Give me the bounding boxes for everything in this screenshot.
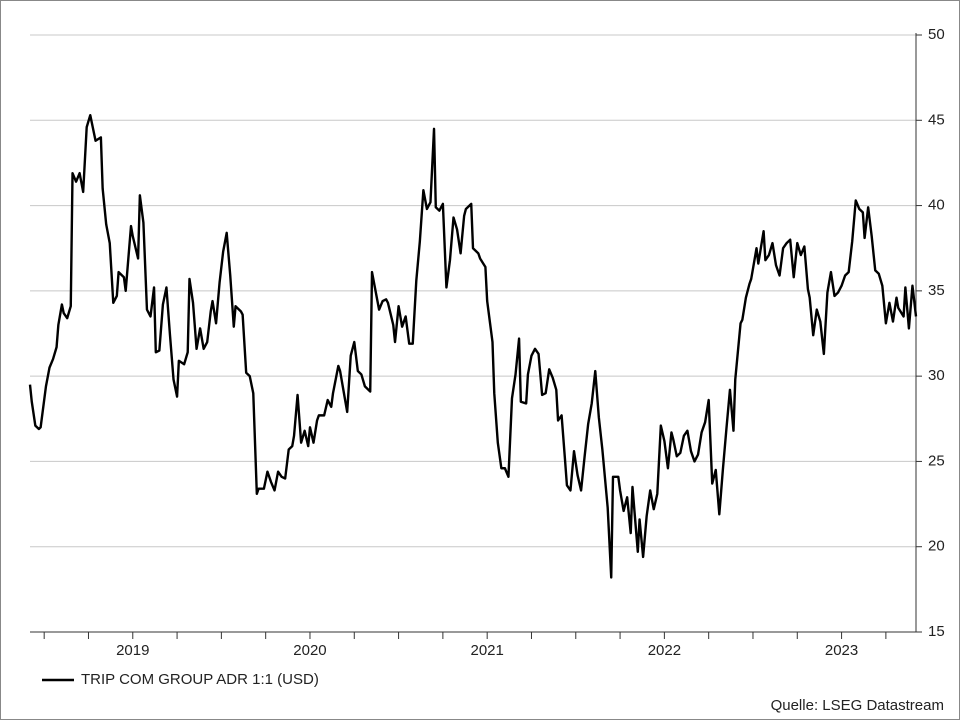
y-tick-label: 25 — [928, 452, 945, 469]
y-tick-label: 15 — [928, 623, 945, 640]
x-tick-label: 2020 — [293, 642, 326, 659]
y-tick-label: 20 — [928, 538, 945, 555]
x-tick-label: 2023 — [825, 642, 858, 659]
source-note: Quelle: LSEG Datastream — [771, 697, 944, 714]
x-tick-label: 2022 — [648, 642, 681, 659]
series-line — [28, 113, 918, 579]
y-tick-label: 40 — [928, 197, 945, 214]
y-tick-label: 35 — [928, 282, 945, 299]
y-tick-label: 50 — [928, 26, 945, 43]
y-tick-label: 45 — [928, 111, 945, 128]
x-tick-label: 2021 — [470, 642, 503, 659]
legend-label: TRIP COM GROUP ADR 1:1 (USD) — [81, 671, 319, 688]
x-tick-label: 2019 — [116, 642, 149, 659]
y-tick-label: 30 — [928, 367, 945, 384]
